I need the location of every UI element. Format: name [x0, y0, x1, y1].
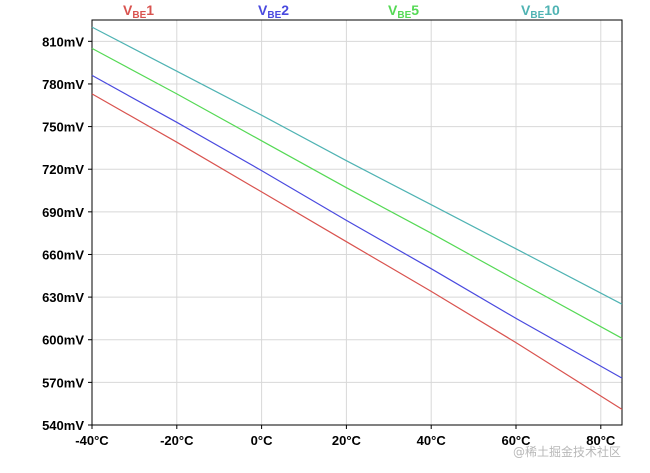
y-tick-label: 630mV — [42, 290, 84, 305]
legend-item-vbe1: VBE1 — [123, 2, 154, 21]
x-tick-label: 20°C — [332, 433, 362, 448]
y-tick-label: 600mV — [42, 333, 84, 348]
legend-label-subscript: BE — [267, 10, 281, 21]
y-tick-label: 540mV — [42, 418, 84, 433]
legend-label-subscript: BE — [397, 10, 411, 21]
legend-label-main: V — [388, 2, 398, 18]
legend-label-suffix: 1 — [146, 2, 154, 18]
x-tick-label: 80°C — [586, 433, 616, 448]
legend: VBE1 VBE2 VBE5 VBE10 — [123, 2, 560, 21]
series-line-vbe1 — [91, 93, 623, 410]
y-tick-label: 750mV — [42, 120, 84, 135]
x-tick-label: -40°C — [75, 433, 109, 448]
series-line-vbe2 — [91, 74, 623, 379]
grid-lines — [91, 20, 622, 426]
x-tick-label: 60°C — [501, 433, 531, 448]
y-tick-label: 810mV — [42, 34, 84, 49]
watermark-text: @稀土掘金技术社区 — [513, 444, 621, 459]
y-tick-label: 570mV — [42, 375, 84, 390]
y-tick-label: 690mV — [42, 205, 84, 220]
legend-item-vbe2: VBE2 — [258, 2, 289, 21]
y-tick-label: 780mV — [42, 77, 84, 92]
x-tick-label: 0°C — [251, 433, 273, 448]
series-line-vbe5 — [91, 47, 623, 339]
axis-ticks: 540mV 570mV 600mV 630mV 660mV 690mV 720mV 750mV… — [42, 34, 616, 448]
legend-label-suffix: 5 — [411, 2, 419, 18]
series-group — [91, 26, 623, 410]
x-tick-label: -20°C — [160, 433, 194, 448]
plot-area-frame — [91, 19, 623, 426]
series-line-vbe10 — [91, 26, 623, 305]
legend-item-vbe5: VBE5 — [388, 2, 419, 21]
x-tick-label: 40°C — [417, 433, 447, 448]
y-tick-label: 660mV — [42, 247, 84, 262]
legend-label-main: V — [258, 2, 268, 18]
legend-label-subscript: BE — [530, 10, 544, 21]
y-tick-label: 720mV — [42, 162, 84, 177]
legend-label-subscript: BE — [132, 10, 146, 21]
legend-label-suffix: 2 — [281, 2, 289, 18]
legend-label-suffix: 10 — [544, 2, 560, 18]
legend-item-vbe10: VBE10 — [521, 2, 560, 21]
legend-label-main: V — [123, 2, 133, 18]
legend-label-main: V — [521, 2, 531, 18]
